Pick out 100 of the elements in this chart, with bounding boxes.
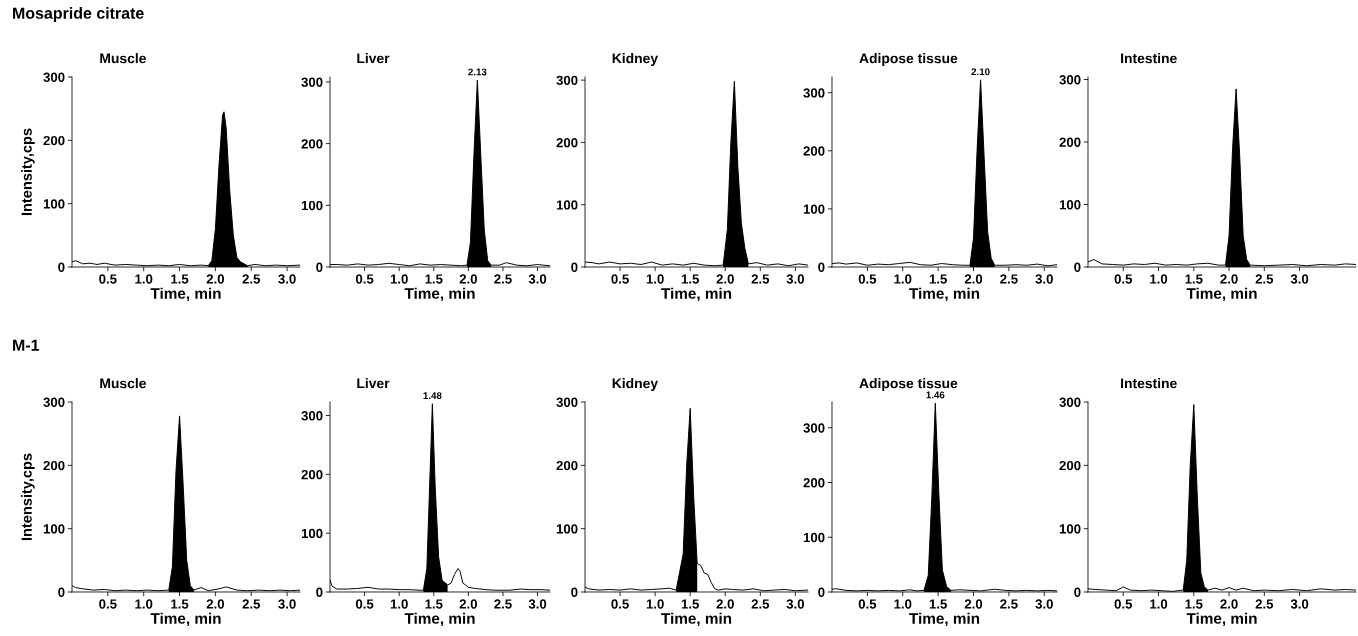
chart-title: Adipose tissue [859, 378, 958, 391]
y-tick-label: 300 [556, 397, 578, 407]
y-tick-label: 100 [301, 528, 323, 539]
x-tick-label: 1.0 [390, 599, 408, 609]
x-tick-label: 1.5 [425, 274, 443, 284]
x-tick-label: 2.5 [1000, 274, 1018, 284]
x-tick-label: 1.5 [1185, 599, 1203, 609]
x-tick-label: 2.0 [206, 274, 225, 284]
x-tick-label: 0.5 [1114, 274, 1133, 284]
x-tick-label: 0.5 [99, 599, 117, 609]
x-axis-title: Time, min [404, 287, 475, 302]
y-tick-label: 100 [1059, 524, 1081, 534]
x-tick-label: 1.0 [135, 599, 153, 609]
x-tick-label: 0.5 [355, 274, 374, 284]
y-tick-label: 200 [43, 460, 65, 471]
y-axis-title: Intensity,cps [21, 453, 35, 541]
x-tick-label: 0.5 [611, 599, 629, 609]
x-axis-title: Time, min [150, 287, 221, 302]
x-axis-title: Time, min [404, 612, 475, 627]
x-tick-label: 1.5 [171, 274, 189, 284]
chart-title: Adipose tissue [859, 53, 958, 66]
chart-title: Liver [357, 53, 390, 64]
x-axis-title: Time, min [150, 612, 221, 627]
y-tick-label: 200 [43, 135, 65, 146]
x-tick-label: 1.0 [894, 274, 912, 284]
y-tick-label: 200 [301, 469, 323, 480]
chart-title: Kidney [612, 378, 658, 391]
y-tick-label: 100 [803, 532, 825, 543]
x-tick-label: 2.0 [964, 599, 983, 609]
x-tick-label: 3.0 [528, 274, 547, 284]
chart-title: Liver [357, 378, 390, 389]
y-tick-label: 0 [818, 262, 825, 272]
annotation: 1.46 [926, 391, 945, 399]
x-tick-label: 1.0 [1150, 599, 1168, 609]
y-tick-label: 300 [803, 88, 825, 98]
y-tick-label: 300 [1059, 397, 1081, 407]
chart-title: Muscle [100, 53, 146, 64]
x-axis-title: Time, min [661, 287, 732, 302]
x-axis-title: Time, min [1186, 287, 1257, 302]
y-tick-label: 0 [58, 587, 65, 597]
x-tick-label: 0.5 [611, 274, 629, 284]
x-tick-label: 1.0 [646, 599, 664, 609]
x-tick-label: 2.5 [242, 599, 261, 609]
y-tick-label: 0 [818, 587, 825, 597]
x-axis-title: Time, min [1186, 612, 1257, 627]
x-axis-title: Time, min [661, 612, 732, 627]
x-axis-title: Time, min [909, 287, 980, 302]
x-tick-label: 2.0 [964, 274, 983, 284]
x-tick-label: 2.0 [716, 599, 734, 609]
y-tick-label: 0 [316, 262, 323, 272]
x-tick-label: 2.5 [1255, 274, 1274, 284]
x-tick-label: 2.0 [716, 274, 734, 284]
x-tick-label: 2.0 [206, 599, 225, 609]
x-tick-label: 1.0 [135, 274, 153, 284]
x-tick-label: 2.5 [751, 599, 770, 609]
annotation: 2.10 [971, 68, 990, 76]
chart-title: Intestine [1121, 53, 1177, 64]
x-tick-label: 1.5 [929, 274, 947, 284]
x-tick-label: 3.0 [786, 599, 805, 609]
x-tick-label: 0.5 [858, 599, 877, 609]
y-tick-label: 0 [316, 587, 323, 597]
x-tick-label: 0.5 [1114, 599, 1133, 609]
y-tick-label: 0 [1074, 262, 1081, 272]
x-tick-label: 2.5 [1000, 599, 1018, 609]
x-tick-label: 1.5 [681, 274, 699, 284]
x-tick-label: 2.5 [242, 274, 261, 284]
x-tick-label: 1.0 [646, 274, 664, 284]
y-tick-label: 200 [301, 139, 323, 149]
y-tick-label: 0 [571, 262, 578, 272]
x-tick-label: 2.5 [494, 274, 512, 284]
y-tick-label: 0 [1074, 587, 1081, 597]
y-tick-label: 200 [1059, 137, 1081, 147]
y-tick-label: 300 [556, 75, 578, 86]
x-tick-label: 1.5 [681, 599, 699, 609]
x-axis-title: Time, min [909, 612, 980, 627]
y-tick-label: 300 [803, 423, 825, 433]
x-tick-label: 2.0 [459, 274, 477, 284]
annotation: 1.48 [423, 392, 442, 400]
y-tick-label: 100 [556, 200, 578, 210]
y-tick-label: 300 [301, 77, 323, 87]
x-tick-label: 3.0 [1290, 274, 1309, 284]
x-tick-label: 2.0 [1220, 274, 1238, 284]
x-tick-label: 1.0 [1150, 274, 1168, 284]
x-tick-label: 2.5 [751, 274, 770, 284]
y-tick-label: 300 [1059, 75, 1081, 85]
y-tick-label: 200 [803, 478, 825, 488]
x-tick-label: 0.5 [858, 274, 877, 284]
y-tick-label: 200 [803, 146, 825, 156]
y-tick-label: 100 [803, 204, 825, 214]
x-tick-label: 2.5 [494, 599, 512, 609]
chart-title: Intestine [1121, 378, 1177, 389]
x-tick-label: 1.5 [425, 599, 443, 609]
x-tick-label: 2.0 [459, 599, 477, 609]
x-tick-label: 1.5 [1185, 274, 1203, 284]
x-tick-label: 3.0 [278, 599, 296, 609]
y-tick-label: 200 [1059, 460, 1081, 471]
y-tick-label: 100 [43, 524, 65, 534]
y-tick-label: 100 [301, 200, 323, 211]
x-tick-label: 3.0 [1035, 274, 1053, 284]
y-tick-label: 300 [43, 397, 65, 407]
